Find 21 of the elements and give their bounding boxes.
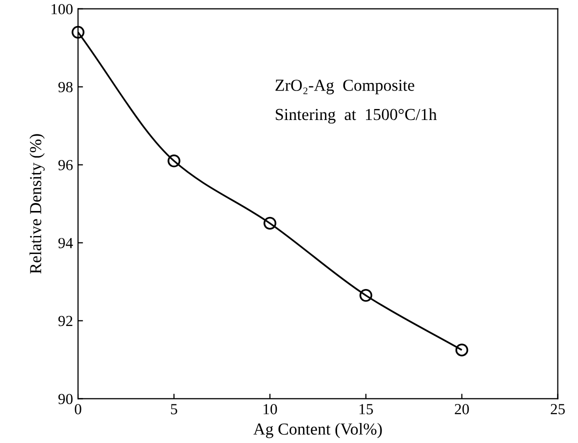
- point: [359, 289, 372, 302]
- x-tick-label: 25: [550, 404, 565, 414]
- point: [455, 344, 468, 356]
- y-tick-label: 98: [58, 82, 73, 92]
- y-tick-label: 100: [52, 4, 73, 14]
- point: [264, 216, 276, 230]
- annotation: ZrO₂-Ag Composite: [276, 80, 414, 94]
- y-tick-label: 94: [58, 238, 73, 248]
- point: [72, 26, 84, 39]
- point: [168, 154, 180, 168]
- x-tick-label: 0: [74, 404, 82, 414]
- y-axis-title: Relative Density (%): [30, 134, 45, 274]
- y-tick-label: 96: [58, 160, 73, 170]
- annotation: Sintering at 1500°C/1h: [276, 108, 437, 124]
- x-tick-label: 10: [264, 404, 277, 414]
- y-tick-label: 92: [58, 316, 72, 326]
- x-tick-label: 5: [171, 404, 178, 414]
- x-tick-label: 20: [454, 404, 469, 414]
- y-tick-label: 90: [58, 394, 73, 404]
- x-axis-title: Ag Content (Vol%): [253, 422, 382, 438]
- x-tick-label: 15: [360, 404, 373, 414]
